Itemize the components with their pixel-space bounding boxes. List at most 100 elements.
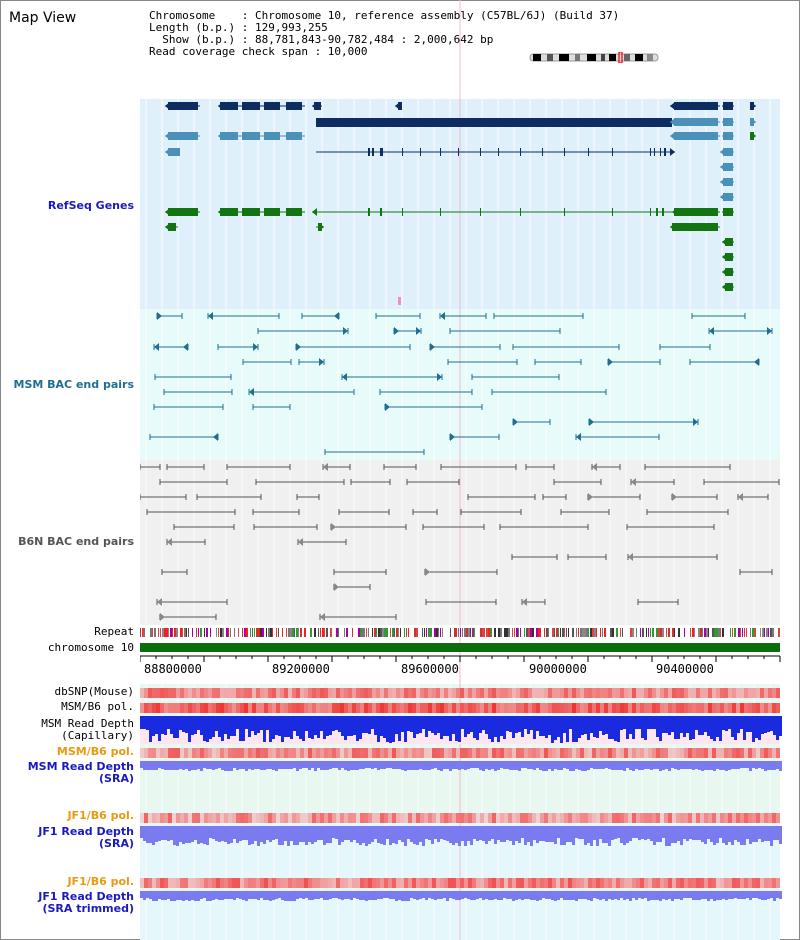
heat-cell bbox=[252, 878, 256, 888]
heat-cell bbox=[340, 748, 344, 758]
depth-bar bbox=[371, 716, 374, 729]
depth-bar bbox=[218, 761, 221, 768]
repeat-element bbox=[322, 628, 324, 637]
depth-bar bbox=[674, 891, 677, 899]
genome-track-canvas[interactable] bbox=[140, 0, 782, 940]
heat-cell bbox=[576, 688, 580, 698]
depth-bar bbox=[608, 761, 611, 769]
heat-cell bbox=[392, 878, 396, 888]
heat-cell bbox=[668, 703, 672, 713]
heat-cell bbox=[532, 703, 536, 713]
gene-strand-arrow bbox=[165, 102, 170, 110]
repeat-element bbox=[620, 628, 621, 637]
depth-bar bbox=[329, 716, 332, 735]
heat-cell bbox=[468, 813, 472, 823]
repeat-element bbox=[472, 628, 474, 637]
depth-bar bbox=[164, 761, 167, 770]
depth-bar bbox=[209, 716, 212, 739]
repeat-element bbox=[532, 628, 534, 637]
depth-bar bbox=[263, 891, 266, 900]
depth-bar bbox=[578, 891, 581, 899]
depth-bar bbox=[275, 891, 278, 899]
heat-cell bbox=[148, 748, 152, 758]
depth-bar bbox=[716, 761, 719, 769]
depth-bar bbox=[233, 891, 236, 900]
depth-bar bbox=[215, 761, 218, 769]
depth-bar bbox=[758, 826, 761, 839]
repeat-element bbox=[310, 628, 312, 637]
depth-bar bbox=[230, 891, 233, 899]
heat-cell bbox=[292, 688, 296, 698]
repeat-element bbox=[544, 628, 545, 637]
depth-bar bbox=[725, 826, 728, 845]
heat-cell bbox=[640, 703, 644, 713]
depth-bar bbox=[506, 826, 509, 840]
depth-bar bbox=[656, 891, 659, 900]
heat-cell bbox=[268, 748, 272, 758]
heat-cell bbox=[696, 813, 700, 823]
depth-bar bbox=[281, 891, 284, 900]
repeat-element bbox=[324, 628, 325, 637]
gene-strand-arrow bbox=[720, 163, 725, 171]
heat-cell bbox=[144, 813, 148, 823]
heat-cell bbox=[168, 748, 172, 758]
heat-cell bbox=[348, 813, 352, 823]
track-label-refseq-genes[interactable]: RefSeq Genes bbox=[47, 199, 134, 212]
depth-bar bbox=[140, 891, 143, 898]
repeat-element bbox=[554, 628, 555, 637]
heat-cell bbox=[664, 878, 668, 888]
track-label-b6n-bac[interactable]: B6N BAC end pairs bbox=[18, 535, 134, 548]
repeat-element bbox=[222, 628, 224, 637]
heat-cell bbox=[624, 748, 628, 758]
heat-cell bbox=[508, 703, 512, 713]
repeat-element bbox=[462, 628, 463, 637]
chromosome-ideogram[interactable] bbox=[529, 52, 659, 63]
heat-cell bbox=[196, 703, 200, 713]
depth-bar bbox=[482, 716, 485, 730]
bac-end-arrow bbox=[320, 613, 325, 621]
heat-cell bbox=[172, 813, 176, 823]
heat-cell bbox=[276, 813, 280, 823]
depth-bar bbox=[203, 826, 206, 844]
heat-cell bbox=[748, 748, 752, 758]
depth-bar bbox=[299, 826, 302, 842]
repeat-element bbox=[390, 628, 391, 637]
heat-cell bbox=[388, 703, 392, 713]
heat-cell bbox=[332, 813, 336, 823]
depth-bar bbox=[389, 761, 392, 768]
depth-bar bbox=[719, 891, 722, 900]
heat-cell bbox=[392, 688, 396, 698]
depth-bar bbox=[323, 826, 326, 845]
heat-cell bbox=[708, 878, 712, 888]
repeat-element bbox=[384, 628, 386, 637]
depth-bar bbox=[302, 826, 305, 842]
depth-bar bbox=[365, 891, 368, 901]
track-label-msm-bac[interactable]: MSM BAC end pairs bbox=[13, 378, 134, 391]
repeat-element bbox=[746, 628, 747, 637]
gene-exon bbox=[420, 148, 421, 156]
gene-exon bbox=[662, 208, 664, 216]
depth-bar bbox=[191, 716, 194, 735]
heat-cell bbox=[140, 878, 144, 888]
heat-cell bbox=[312, 688, 316, 698]
heat-cell bbox=[644, 813, 648, 823]
depth-bar bbox=[359, 761, 362, 769]
heat-cell bbox=[580, 688, 584, 698]
heat-cell bbox=[692, 878, 696, 888]
heat-cell bbox=[688, 688, 692, 698]
depth-bar bbox=[491, 891, 494, 900]
depth-bar bbox=[245, 716, 248, 729]
heat-cell bbox=[568, 878, 572, 888]
depth-bar bbox=[242, 891, 245, 900]
heat-cell bbox=[248, 748, 252, 758]
heat-cell bbox=[584, 748, 588, 758]
repeat-element bbox=[528, 628, 530, 637]
heat-cell bbox=[264, 813, 268, 823]
depth-bar bbox=[680, 761, 683, 769]
gene-exon bbox=[264, 102, 280, 110]
depth-bar bbox=[722, 891, 725, 899]
depth-bar bbox=[656, 826, 659, 842]
depth-bar bbox=[689, 716, 692, 740]
heat-cell bbox=[472, 878, 476, 888]
heat-cell bbox=[608, 813, 612, 823]
